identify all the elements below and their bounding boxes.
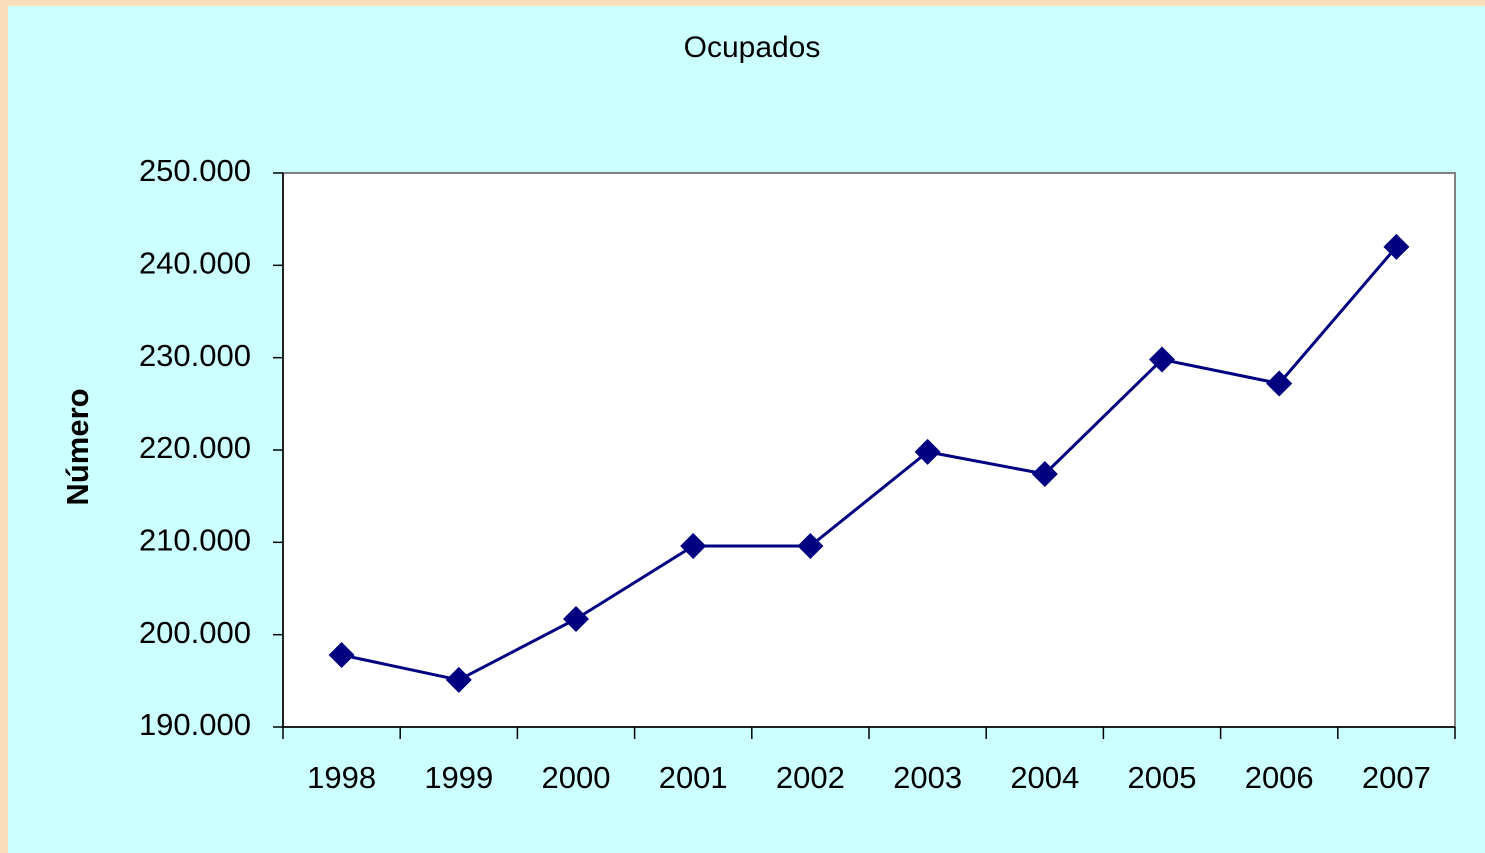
y-tick-label: 190.000 [139, 707, 251, 742]
data-point [914, 438, 941, 465]
y-tick-label: 210.000 [139, 523, 251, 558]
y-axis-label: Número [60, 388, 95, 505]
data-point [563, 605, 589, 632]
y-tick-label: 250.000 [139, 153, 251, 188]
x-tick-label: 2006 [1245, 760, 1314, 795]
data-point [797, 533, 824, 560]
data-point [1149, 346, 1175, 373]
data-point [680, 533, 707, 560]
x-tick-label: 2004 [1010, 760, 1079, 795]
plot-area [282, 172, 1456, 728]
x-tick-label: 1998 [307, 760, 376, 795]
x-tick-label: 2005 [1128, 760, 1197, 795]
y-tick-label: 200.000 [139, 615, 251, 650]
data-point [328, 641, 355, 668]
x-tick-label: 2001 [659, 760, 728, 795]
x-tick-label: 2000 [542, 760, 611, 795]
y-tick-label: 220.000 [139, 430, 251, 465]
x-tick-label: 2003 [893, 760, 962, 795]
data-point [1266, 370, 1293, 397]
x-tick-label: 2002 [776, 760, 845, 795]
x-tick-label: 2007 [1362, 760, 1431, 795]
data-point [1383, 233, 1410, 260]
chart-title: Ocupados [684, 31, 821, 64]
y-tick-label: 230.000 [139, 338, 251, 373]
data-point [445, 666, 472, 693]
data-line [341, 245, 1398, 682]
y-tick-label: 240.000 [139, 246, 251, 281]
data-point [1031, 461, 1058, 488]
x-tick-label: 1999 [424, 760, 493, 795]
